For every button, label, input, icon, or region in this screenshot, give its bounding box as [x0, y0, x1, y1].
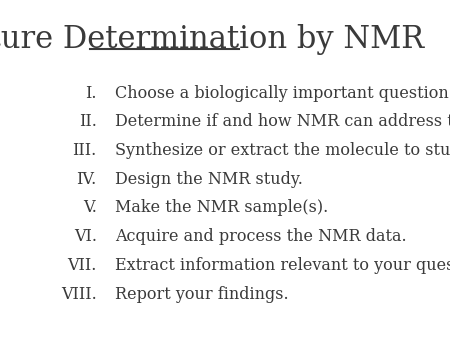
- Text: Report your findings.: Report your findings.: [115, 286, 288, 303]
- Text: Synthesize or extract the molecule to study.: Synthesize or extract the molecule to st…: [115, 142, 450, 159]
- Text: V.: V.: [83, 199, 97, 216]
- Text: Choose a biologically important question.: Choose a biologically important question…: [115, 84, 450, 101]
- Text: Extract information relevant to your question or hypothesis.: Extract information relevant to your que…: [115, 257, 450, 274]
- Text: II.: II.: [79, 113, 97, 130]
- Text: VII.: VII.: [68, 257, 97, 274]
- Text: Structure Determination by NMR: Structure Determination by NMR: [0, 24, 424, 55]
- Text: VI.: VI.: [74, 228, 97, 245]
- Text: Make the NMR sample(s).: Make the NMR sample(s).: [115, 199, 328, 216]
- Text: IV.: IV.: [76, 171, 97, 188]
- Text: Design the NMR study.: Design the NMR study.: [115, 171, 303, 188]
- Text: III.: III.: [72, 142, 97, 159]
- Text: I.: I.: [85, 84, 97, 101]
- Text: Determine if and how NMR can address the question.: Determine if and how NMR can address the…: [115, 113, 450, 130]
- Text: Acquire and process the NMR data.: Acquire and process the NMR data.: [115, 228, 406, 245]
- Text: VIII.: VIII.: [61, 286, 97, 303]
